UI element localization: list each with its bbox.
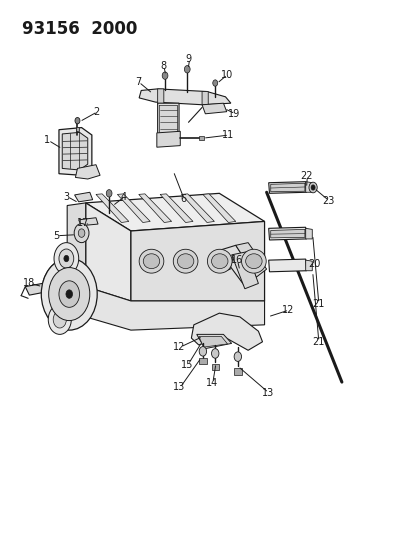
Ellipse shape [211, 254, 228, 269]
Polygon shape [67, 203, 85, 317]
Text: 6: 6 [180, 193, 186, 204]
Circle shape [59, 249, 74, 268]
Circle shape [106, 190, 112, 197]
Circle shape [184, 66, 190, 73]
Circle shape [48, 305, 71, 334]
Polygon shape [159, 106, 177, 134]
Circle shape [59, 281, 79, 308]
Polygon shape [181, 194, 214, 222]
Polygon shape [62, 132, 88, 170]
Circle shape [199, 346, 206, 356]
Text: 15: 15 [180, 360, 193, 369]
Polygon shape [218, 245, 256, 285]
Text: 13: 13 [173, 382, 185, 392]
Polygon shape [198, 336, 227, 347]
Polygon shape [270, 183, 304, 192]
Circle shape [234, 352, 241, 361]
Circle shape [75, 117, 80, 124]
Circle shape [162, 72, 168, 79]
Polygon shape [191, 313, 262, 350]
Text: 8: 8 [159, 61, 166, 71]
Polygon shape [78, 217, 98, 225]
Polygon shape [202, 92, 208, 106]
Text: 12: 12 [173, 342, 185, 352]
Ellipse shape [139, 249, 164, 273]
Polygon shape [305, 228, 311, 239]
Text: 1: 1 [44, 135, 50, 146]
Polygon shape [75, 165, 100, 179]
Polygon shape [138, 194, 171, 222]
Text: 21: 21 [311, 337, 323, 347]
Polygon shape [85, 287, 264, 330]
Text: 22: 22 [299, 172, 312, 181]
Polygon shape [199, 358, 206, 364]
Polygon shape [196, 334, 231, 349]
Polygon shape [117, 194, 150, 222]
Text: 7: 7 [135, 77, 141, 87]
Circle shape [74, 223, 89, 243]
Polygon shape [96, 194, 128, 222]
Circle shape [78, 229, 85, 237]
Ellipse shape [143, 254, 159, 269]
Circle shape [53, 311, 66, 328]
Polygon shape [139, 89, 230, 105]
Text: 93156  2000: 93156 2000 [22, 20, 137, 38]
Polygon shape [76, 127, 79, 131]
Polygon shape [198, 136, 203, 140]
Polygon shape [231, 252, 258, 289]
Circle shape [41, 258, 97, 330]
Text: 12: 12 [282, 305, 294, 315]
Circle shape [212, 80, 217, 86]
Polygon shape [305, 182, 311, 192]
Text: 19: 19 [228, 109, 240, 119]
Polygon shape [235, 243, 266, 277]
Circle shape [310, 185, 314, 190]
Polygon shape [131, 221, 264, 301]
Polygon shape [211, 364, 218, 370]
Polygon shape [85, 203, 131, 301]
Polygon shape [85, 193, 264, 231]
Circle shape [54, 243, 78, 274]
Circle shape [64, 255, 69, 262]
Text: 11: 11 [222, 130, 234, 140]
Text: 13: 13 [261, 387, 273, 398]
Ellipse shape [241, 249, 266, 273]
Circle shape [308, 182, 316, 193]
Text: 5: 5 [53, 231, 59, 241]
Polygon shape [157, 89, 164, 105]
Ellipse shape [177, 254, 193, 269]
Polygon shape [157, 103, 178, 136]
Circle shape [49, 268, 90, 320]
Polygon shape [268, 259, 306, 272]
Polygon shape [202, 103, 226, 114]
Ellipse shape [173, 249, 197, 273]
Polygon shape [74, 192, 93, 202]
Text: 18: 18 [23, 278, 36, 288]
Text: 4: 4 [121, 191, 127, 201]
Polygon shape [160, 194, 192, 222]
Text: 3: 3 [63, 191, 69, 201]
Polygon shape [268, 227, 306, 240]
Circle shape [66, 290, 72, 298]
Polygon shape [202, 194, 235, 222]
Text: 2: 2 [93, 107, 100, 117]
Ellipse shape [207, 249, 232, 273]
Text: 9: 9 [185, 54, 192, 63]
Ellipse shape [245, 254, 261, 269]
Text: 10: 10 [220, 70, 232, 79]
Polygon shape [305, 260, 311, 271]
Circle shape [211, 349, 218, 358]
Text: 21: 21 [311, 298, 323, 309]
Polygon shape [157, 131, 180, 147]
Text: 14: 14 [205, 378, 218, 388]
Text: 20: 20 [308, 260, 320, 269]
Text: 23: 23 [321, 196, 334, 206]
Text: 17: 17 [77, 218, 90, 228]
Text: 16: 16 [230, 255, 242, 265]
Polygon shape [268, 182, 306, 193]
Polygon shape [270, 229, 304, 238]
Polygon shape [234, 368, 241, 375]
Polygon shape [59, 127, 92, 175]
Polygon shape [25, 280, 62, 295]
